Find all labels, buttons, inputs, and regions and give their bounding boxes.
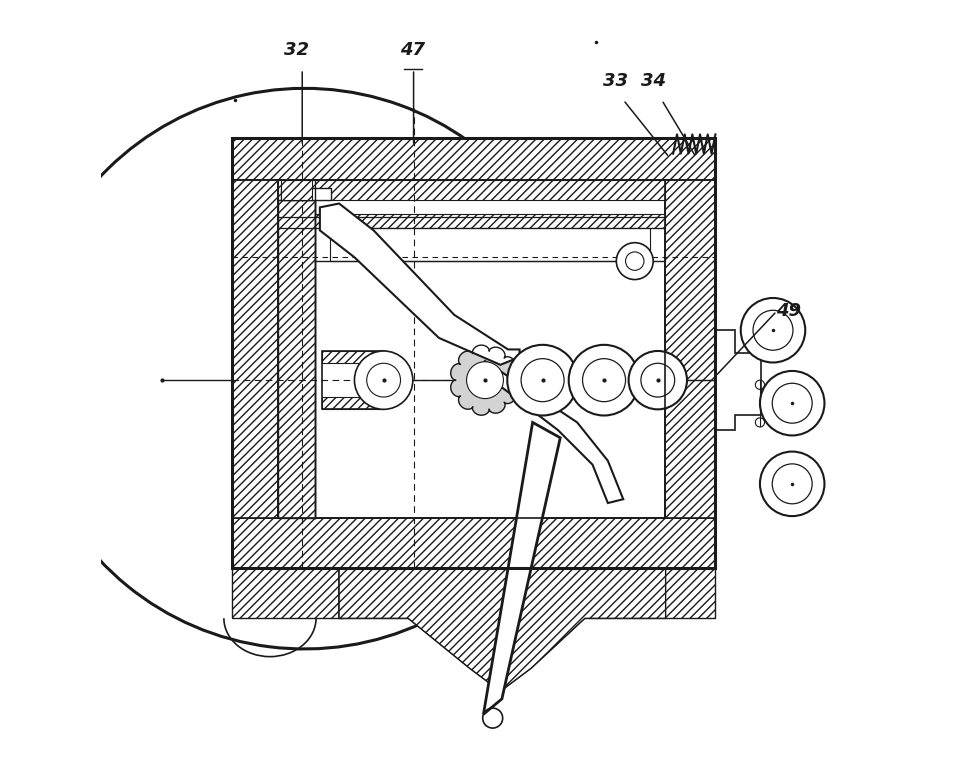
Bar — [232, 138, 715, 180]
Bar — [322, 397, 383, 409]
Polygon shape — [339, 568, 665, 691]
Bar — [314, 214, 665, 228]
Bar — [277, 180, 665, 518]
Polygon shape — [483, 422, 560, 714]
Circle shape — [615, 243, 652, 280]
Bar — [232, 138, 715, 180]
Bar — [232, 518, 715, 568]
Polygon shape — [477, 361, 623, 503]
Circle shape — [507, 345, 578, 415]
Text: 34: 34 — [641, 71, 666, 90]
Bar — [329, 228, 649, 261]
Bar — [322, 351, 383, 363]
Bar — [277, 200, 314, 518]
Bar — [665, 180, 715, 518]
Polygon shape — [339, 568, 665, 691]
Text: 47: 47 — [399, 41, 424, 59]
Bar — [339, 568, 715, 618]
Bar — [232, 568, 343, 618]
Bar — [665, 180, 715, 518]
Polygon shape — [320, 204, 519, 365]
Text: 49: 49 — [775, 302, 800, 320]
Circle shape — [759, 371, 824, 435]
Bar — [232, 180, 277, 518]
Bar — [339, 568, 715, 618]
Circle shape — [759, 452, 824, 516]
Bar — [281, 188, 331, 200]
Bar — [322, 351, 383, 409]
Circle shape — [568, 345, 639, 415]
Bar — [232, 138, 715, 568]
Bar — [281, 180, 312, 200]
Bar — [322, 397, 383, 409]
Polygon shape — [451, 345, 519, 415]
Circle shape — [740, 298, 804, 362]
Bar — [277, 180, 665, 200]
Text: 33: 33 — [603, 71, 627, 90]
Bar — [322, 351, 383, 363]
Circle shape — [466, 362, 503, 399]
Polygon shape — [715, 330, 761, 430]
Bar — [277, 200, 314, 518]
Bar — [232, 518, 715, 568]
Circle shape — [628, 351, 686, 409]
Bar — [232, 180, 277, 518]
Circle shape — [354, 351, 413, 409]
Bar — [277, 180, 665, 200]
Text: 32: 32 — [284, 41, 309, 59]
Bar — [232, 568, 343, 618]
Bar — [314, 214, 665, 228]
Bar — [281, 180, 312, 200]
